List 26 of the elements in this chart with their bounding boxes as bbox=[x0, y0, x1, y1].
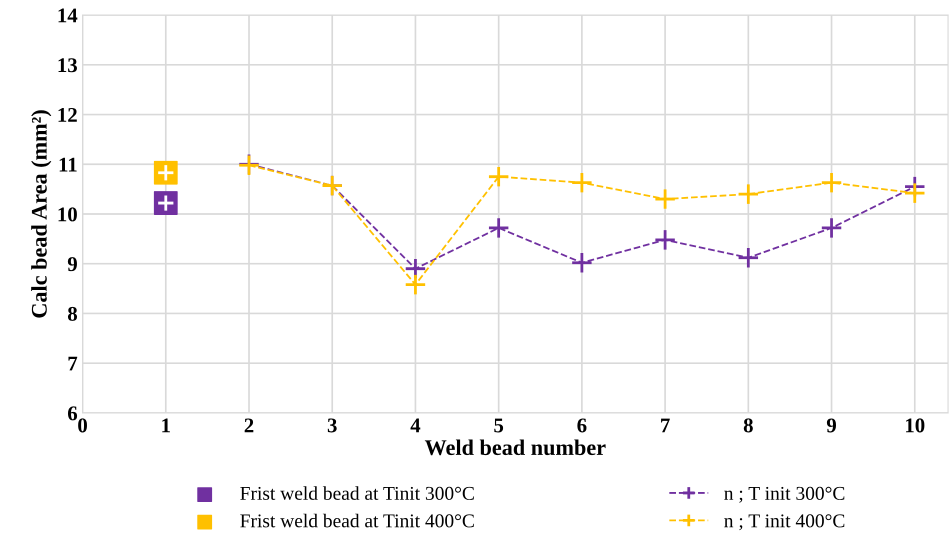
y-tick-label: 10 bbox=[58, 207, 77, 222]
y-axis-title: Calc bead Area (mm²) bbox=[31, 110, 52, 318]
legend-label: n ; T init 300°C bbox=[724, 486, 844, 503]
x-tick-label: 2 bbox=[244, 418, 254, 432]
x-tick-label: 8 bbox=[744, 418, 753, 432]
y-tick-label: 6 bbox=[68, 406, 78, 420]
legend-label: Frist weld bead at Tinit 400°C bbox=[240, 514, 474, 528]
y-tick-label: 12 bbox=[58, 108, 77, 122]
x-tick-label: 4 bbox=[410, 418, 420, 432]
y-tick-label: 7 bbox=[68, 356, 78, 370]
y-tick-label: 8 bbox=[68, 306, 78, 321]
x-tick-label: 7 bbox=[661, 418, 670, 432]
y-tick-label: 9 bbox=[68, 257, 77, 272]
x-tick-label: 0 bbox=[78, 418, 87, 432]
y-tick-label: 13 bbox=[58, 58, 77, 72]
x-tick-label: 5 bbox=[494, 418, 504, 432]
x-tick-label: 9 bbox=[826, 418, 836, 432]
x-tick-label: 3 bbox=[328, 418, 337, 432]
y-tick-label: 14 bbox=[58, 8, 78, 22]
legend-label: n ; T init 400°C bbox=[724, 514, 844, 530]
legend-label: Frist weld bead at Tinit 300°C bbox=[240, 486, 474, 500]
x-tick-label: 1 bbox=[162, 418, 170, 432]
x-tick-label: 10 bbox=[906, 418, 924, 432]
x-axis-title: Weld bead number bbox=[424, 439, 606, 456]
x-tick-label: 6 bbox=[577, 418, 586, 432]
y-tick-label: 11 bbox=[60, 158, 77, 172]
